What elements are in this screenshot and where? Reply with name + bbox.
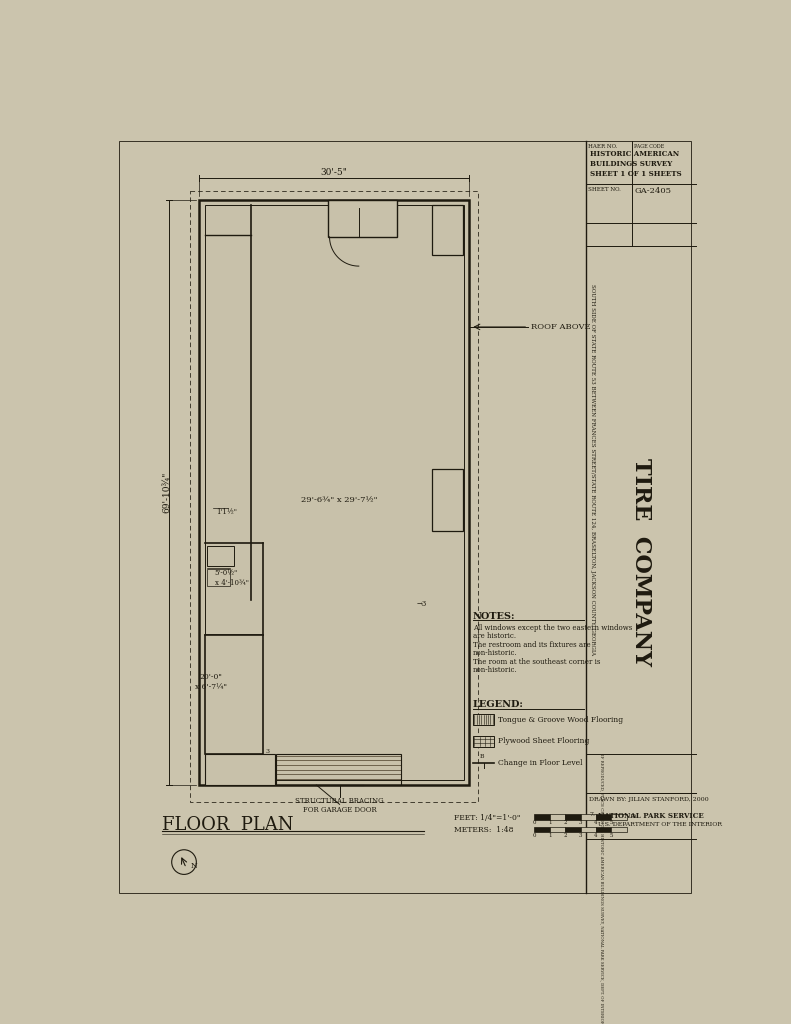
- Text: The restroom and its fixtures are: The restroom and its fixtures are: [473, 641, 590, 649]
- Text: 10: 10: [629, 814, 636, 819]
- Bar: [611, 826, 626, 833]
- Text: GA-2405: GA-2405: [634, 186, 672, 195]
- Bar: [207, 547, 234, 565]
- Text: The room at the southeast corner is: The room at the southeast corner is: [473, 658, 600, 666]
- Bar: [205, 205, 464, 779]
- Text: LEGEND:: LEGEND:: [473, 700, 524, 710]
- Text: 1: 1: [548, 820, 551, 825]
- Text: U.S. DEPARTMENT OF THE INTERIOR: U.S. DEPARTMENT OF THE INTERIOR: [597, 822, 721, 827]
- Text: SHEET NO.: SHEET NO.: [589, 186, 621, 191]
- Text: 69'-10¾": 69'-10¾": [163, 472, 172, 513]
- Bar: [550, 814, 565, 820]
- Text: FOR GARAGE DOOR: FOR GARAGE DOOR: [303, 806, 377, 814]
- Text: ROOF ABOVE: ROOF ABOVE: [532, 323, 591, 331]
- Text: 3: 3: [579, 833, 582, 838]
- Bar: [581, 826, 596, 833]
- Text: →3: →3: [417, 600, 427, 608]
- Text: are historic.: are historic.: [473, 632, 516, 640]
- Bar: [596, 826, 611, 833]
- Text: 1'1½": 1'1½": [217, 509, 237, 516]
- Text: 3: 3: [266, 750, 270, 755]
- Bar: [276, 755, 401, 785]
- Bar: [535, 826, 550, 833]
- Text: HAER NO.: HAER NO.: [589, 144, 618, 150]
- Text: IF REPRODUCED, PLACE CREDIT TO: HISTORIC AMERICAN BUILDINGS SURVEY, NATIONAL PAR: IF REPRODUCED, PLACE CREDIT TO: HISTORIC…: [600, 755, 604, 1024]
- Bar: [199, 200, 469, 785]
- Text: SHEET 1 OF 1 SHEETS: SHEET 1 OF 1 SHEETS: [590, 170, 681, 178]
- Text: 0: 0: [532, 833, 536, 838]
- Text: METERS:  1:48: METERS: 1:48: [453, 826, 513, 834]
- Text: Change in Floor Level: Change in Floor Level: [498, 759, 583, 767]
- Text: non-historic.: non-historic.: [473, 666, 517, 674]
- Bar: [190, 190, 478, 802]
- Text: 3: 3: [579, 820, 582, 825]
- Text: B: B: [480, 754, 484, 759]
- Text: Plywood Sheet Flooring: Plywood Sheet Flooring: [498, 737, 589, 745]
- Bar: [596, 814, 611, 820]
- Text: 2: 2: [563, 820, 567, 825]
- Bar: [611, 814, 626, 820]
- Text: N: N: [190, 862, 197, 870]
- Text: NATIONAL PARK SERVICE: NATIONAL PARK SERVICE: [597, 812, 703, 820]
- Text: x 6'-7¼": x 6'-7¼": [195, 683, 227, 691]
- Text: HISTORIC AMERICAN: HISTORIC AMERICAN: [590, 150, 679, 158]
- Text: FLOOR  PLAN: FLOOR PLAN: [162, 816, 294, 834]
- Bar: [205, 755, 275, 785]
- Text: 4: 4: [594, 833, 598, 838]
- Text: x 4'-10¾": x 4'-10¾": [215, 579, 249, 587]
- Text: 4: 4: [594, 820, 598, 825]
- Bar: [581, 814, 596, 820]
- Bar: [550, 826, 565, 833]
- Text: NOTES:: NOTES:: [473, 611, 515, 621]
- Bar: [473, 715, 494, 725]
- Bar: [328, 200, 397, 237]
- Bar: [207, 569, 230, 587]
- Text: 5: 5: [610, 820, 613, 825]
- Text: All windows except the two eastern windows: All windows except the two eastern windo…: [473, 625, 632, 632]
- Text: non-historic.: non-historic.: [473, 649, 517, 656]
- Text: 20'-0": 20'-0": [199, 674, 222, 681]
- Bar: [473, 736, 494, 746]
- Text: 5'-0½": 5'-0½": [215, 569, 238, 578]
- Bar: [565, 814, 581, 820]
- Text: 7.: 7.: [589, 812, 595, 817]
- Text: 5: 5: [610, 833, 613, 838]
- Text: Tongue & Groove Wood Flooring: Tongue & Groove Wood Flooring: [498, 716, 623, 724]
- Text: STRUCTURAL BRACING: STRUCTURAL BRACING: [295, 797, 384, 805]
- Bar: [432, 469, 463, 531]
- Text: SOUTH SIDE OF STATE ROUTE 53 BETWEEN FRANCES STREET/STATE ROUTE 124, BRASELTON, : SOUTH SIDE OF STATE ROUTE 53 BETWEEN FRA…: [590, 284, 595, 655]
- Text: 2: 2: [563, 833, 567, 838]
- Text: TIRE  COMPANY: TIRE COMPANY: [630, 458, 652, 666]
- Text: 29'-6¾" x 29'-7½": 29'-6¾" x 29'-7½": [301, 497, 378, 504]
- Text: 1: 1: [548, 833, 551, 838]
- Text: BUILDINGS SURVEY: BUILDINGS SURVEY: [590, 160, 672, 168]
- Bar: [205, 635, 263, 755]
- Bar: [565, 826, 581, 833]
- Bar: [432, 205, 463, 255]
- Bar: [535, 814, 550, 820]
- Text: FEET: 1/4"=1'-0": FEET: 1/4"=1'-0": [453, 814, 520, 821]
- Text: 30'-5": 30'-5": [320, 168, 347, 177]
- Text: 0: 0: [532, 820, 536, 825]
- Text: DRAWN BY: JILIAN STANFORD, 2000: DRAWN BY: JILIAN STANFORD, 2000: [589, 797, 709, 802]
- Text: PAGE CODE: PAGE CODE: [634, 144, 664, 150]
